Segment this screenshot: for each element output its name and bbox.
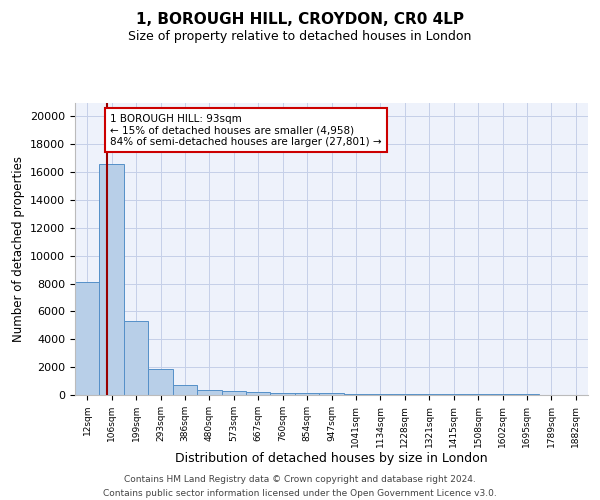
Bar — [148, 369, 173, 395]
Bar — [75, 282, 100, 395]
Text: Contains HM Land Registry data © Crown copyright and database right 2024.
Contai: Contains HM Land Registry data © Crown c… — [103, 476, 497, 498]
Bar — [197, 390, 221, 395]
Text: 1, BOROUGH HILL, CROYDON, CR0 4LP: 1, BOROUGH HILL, CROYDON, CR0 4LP — [136, 12, 464, 28]
Bar — [417, 394, 442, 395]
Bar — [100, 164, 124, 395]
Bar — [368, 394, 392, 395]
Bar — [515, 394, 539, 395]
Bar — [246, 392, 271, 395]
X-axis label: Distribution of detached houses by size in London: Distribution of detached houses by size … — [175, 452, 488, 466]
Bar — [271, 393, 295, 395]
Bar — [490, 394, 515, 395]
Bar — [442, 394, 466, 395]
Bar — [295, 393, 319, 395]
Bar — [319, 394, 344, 395]
Text: Size of property relative to detached houses in London: Size of property relative to detached ho… — [128, 30, 472, 43]
Bar — [173, 385, 197, 395]
Bar — [466, 394, 490, 395]
Bar — [344, 394, 368, 395]
Bar — [221, 391, 246, 395]
Text: 1 BOROUGH HILL: 93sqm
← 15% of detached houses are smaller (4,958)
84% of semi-d: 1 BOROUGH HILL: 93sqm ← 15% of detached … — [110, 114, 382, 147]
Bar — [392, 394, 417, 395]
Bar — [124, 321, 148, 395]
Y-axis label: Number of detached properties: Number of detached properties — [11, 156, 25, 342]
